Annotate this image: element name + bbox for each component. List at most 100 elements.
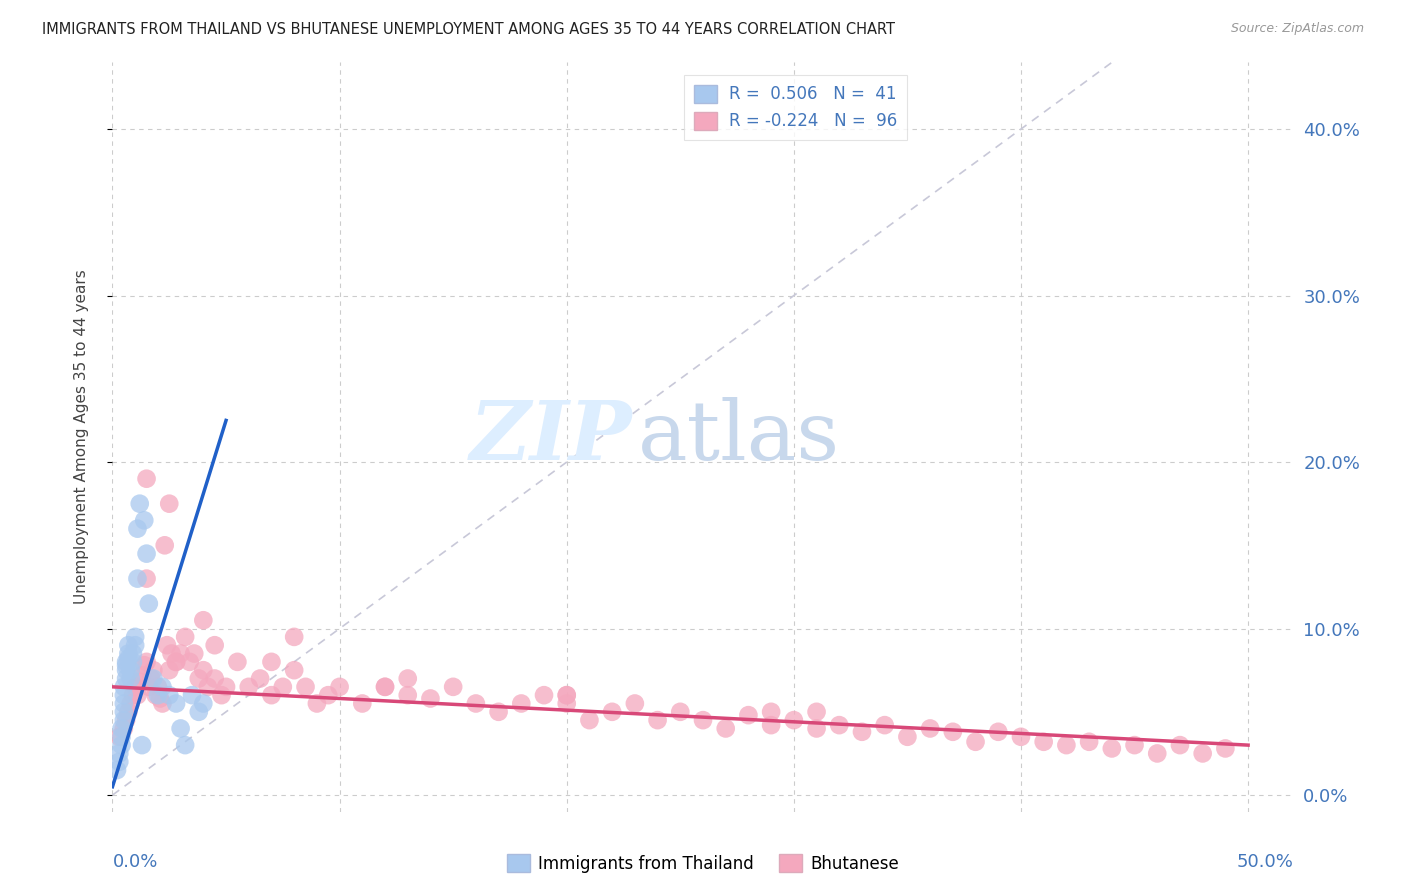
Point (464, 697, 486, 711)
Point (215, 680, 238, 694)
Point (1123, 738, 1146, 752)
Point (134, 513, 156, 527)
Point (896, 730, 918, 744)
Point (1101, 741, 1123, 756)
Point (135, 655, 157, 669)
Point (112, 688, 135, 702)
Point (112, 705, 135, 719)
Text: 50.0%: 50.0% (1237, 853, 1294, 871)
Point (1032, 735, 1054, 749)
Point (1191, 747, 1213, 761)
Point (294, 680, 316, 694)
Point (396, 672, 419, 686)
Point (115, 655, 138, 669)
Point (374, 680, 396, 694)
Point (135, 472, 157, 486)
Point (204, 672, 226, 686)
Point (647, 713, 669, 727)
Point (145, 688, 167, 702)
Point (146, 680, 169, 694)
Point (828, 718, 851, 732)
Point (108, 730, 131, 744)
Point (157, 497, 180, 511)
Point (759, 718, 782, 732)
Point (108, 747, 131, 761)
Point (179, 655, 201, 669)
Point (396, 688, 419, 702)
Point (131, 738, 153, 752)
Point (759, 705, 782, 719)
Point (152, 697, 174, 711)
Point (115, 663, 138, 677)
Text: 0.0%: 0.0% (112, 853, 157, 871)
Point (157, 688, 180, 702)
Point (124, 680, 146, 694)
Point (112, 722, 135, 736)
Point (112, 713, 135, 727)
Point (156, 638, 179, 652)
Point (271, 680, 294, 694)
Point (112, 680, 135, 694)
Point (127, 688, 149, 702)
Point (942, 724, 965, 739)
Point (965, 735, 987, 749)
Point (920, 722, 942, 736)
Point (578, 713, 600, 727)
Point (669, 705, 692, 719)
Point (134, 658, 156, 673)
Point (193, 697, 215, 711)
Point (169, 722, 191, 736)
Point (374, 680, 396, 694)
Point (165, 697, 187, 711)
Point (510, 697, 533, 711)
Point (488, 705, 510, 719)
Point (283, 663, 305, 677)
Point (226, 655, 249, 669)
Point (120, 672, 142, 686)
Point (135, 572, 157, 586)
Point (174, 630, 197, 644)
Point (260, 655, 283, 669)
Point (183, 647, 205, 661)
Point (329, 680, 352, 694)
Text: atlas: atlas (638, 397, 841, 477)
Point (135, 547, 157, 561)
Point (806, 705, 828, 719)
Point (120, 697, 142, 711)
Point (142, 663, 165, 677)
Legend: Immigrants from Thailand, Bhutanese: Immigrants from Thailand, Bhutanese (501, 847, 905, 880)
Point (783, 713, 806, 727)
Point (157, 663, 180, 677)
Point (149, 691, 172, 706)
Point (131, 668, 153, 682)
Point (851, 724, 873, 739)
Point (165, 655, 187, 669)
Point (174, 738, 197, 752)
Point (624, 697, 647, 711)
Point (441, 680, 464, 694)
Point (146, 688, 169, 702)
Point (117, 651, 139, 665)
Point (165, 655, 187, 669)
Point (108, 755, 131, 769)
Point (160, 647, 183, 661)
Point (110, 730, 132, 744)
Point (124, 638, 146, 652)
Point (122, 647, 145, 661)
Point (1054, 738, 1077, 752)
Point (555, 688, 578, 702)
Point (127, 522, 149, 536)
Point (692, 713, 714, 727)
Point (128, 674, 150, 689)
Point (305, 697, 328, 711)
Point (260, 688, 283, 702)
Point (117, 638, 139, 652)
Point (283, 630, 305, 644)
Point (139, 672, 162, 686)
Point (1010, 730, 1032, 744)
Text: ZIP: ZIP (470, 397, 633, 477)
Point (117, 705, 139, 719)
Point (169, 647, 191, 661)
Point (806, 722, 828, 736)
Point (115, 713, 138, 727)
